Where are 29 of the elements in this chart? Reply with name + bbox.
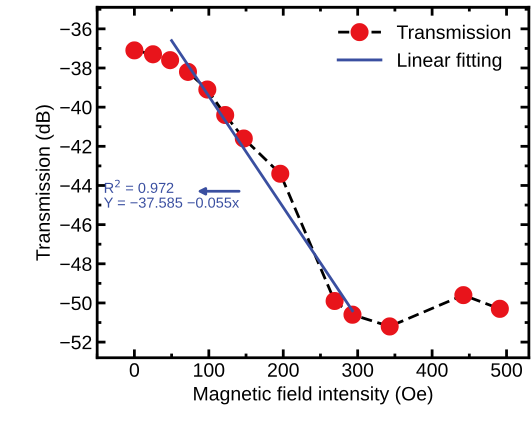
y-tick-label: −42 (60, 140, 92, 154)
y-tick-label: −36 (60, 22, 92, 36)
legend-label: Linear fitting (398, 52, 502, 71)
x-tick-label: 100 (194, 363, 224, 377)
point (326, 292, 344, 310)
y-axis-title: Transmission (dB) (36, 105, 54, 261)
point (454, 286, 472, 304)
y-tick-label: −50 (60, 296, 92, 310)
y-tick-label: −52 (60, 336, 92, 350)
point (380, 317, 399, 336)
x-tick-label: 300 (342, 363, 374, 377)
annotation: R$^{2}$ = 0.972 Y = −37.585 −0.055x (104, 180, 240, 208)
legend-label: Transmission (396, 24, 510, 40)
point (490, 300, 509, 318)
x-tick-label: 0 (130, 363, 140, 377)
y-tick-label: −48 (60, 257, 92, 272)
point (343, 306, 362, 324)
x-axis-title: Magnetic field intensity (Oe) (194, 386, 432, 404)
point (271, 164, 290, 183)
point (161, 51, 180, 70)
point (144, 45, 162, 64)
y-tick-label: −46 (60, 218, 92, 232)
y-tick-label: −38 (60, 61, 92, 76)
y-tick-label: −40 (60, 100, 92, 114)
x-tick-label: 400 (416, 363, 448, 377)
y-tick-label: −44 (60, 179, 92, 193)
x-tick-label: 200 (268, 363, 299, 377)
x-tick-label: 500 (491, 363, 522, 377)
point (125, 41, 144, 60)
